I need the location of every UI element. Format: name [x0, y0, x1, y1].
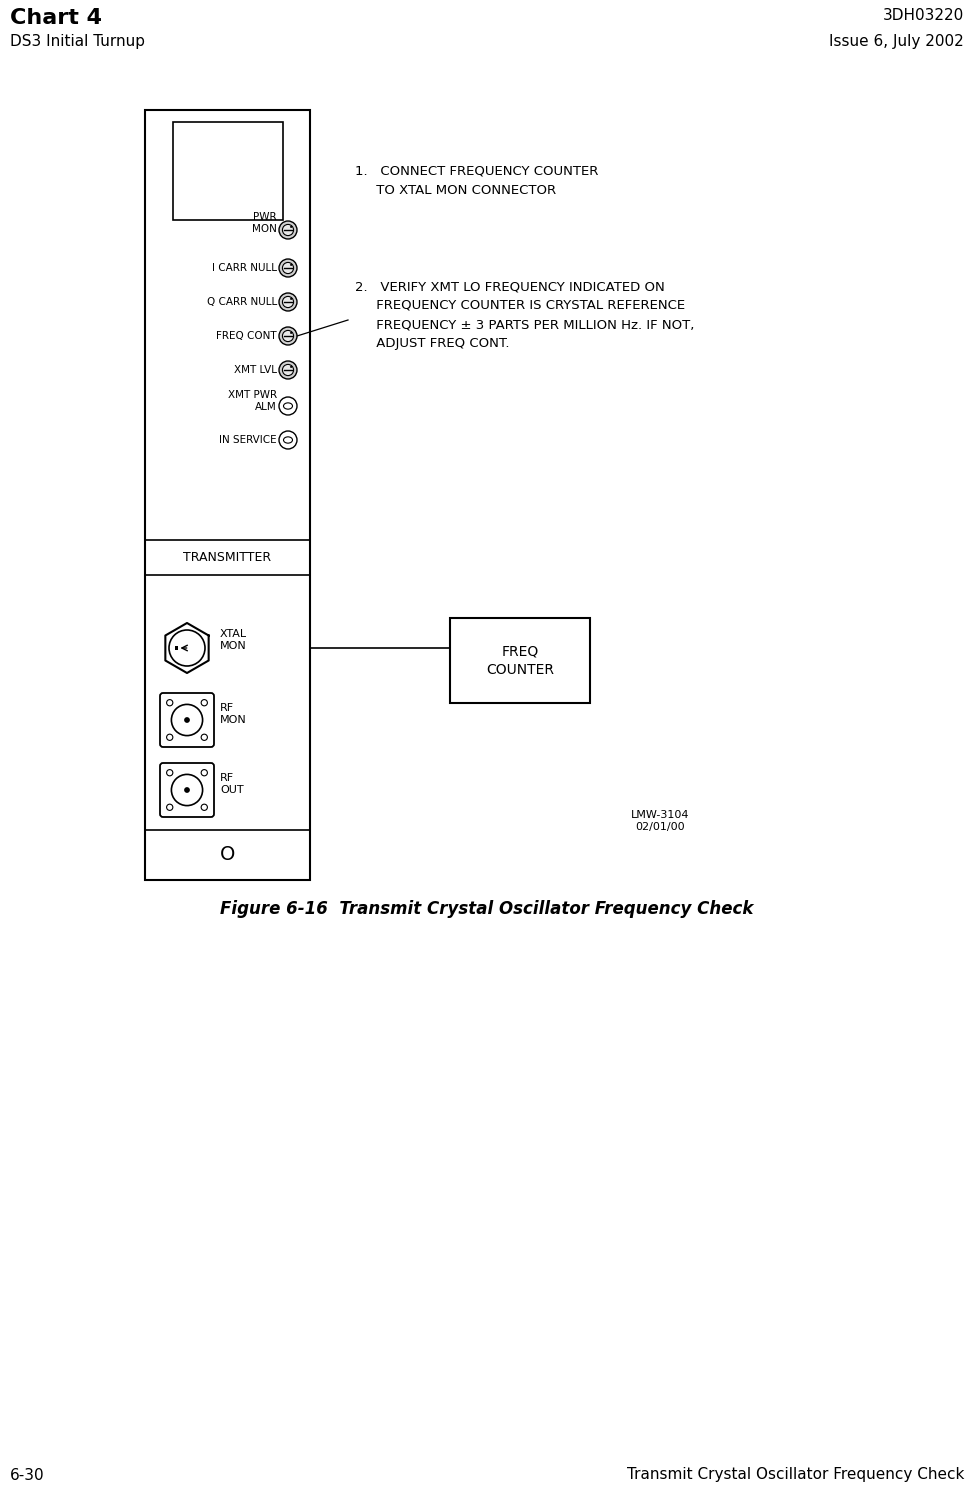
Text: 3DH03220: 3DH03220	[882, 7, 964, 22]
Circle shape	[290, 297, 292, 300]
Text: 2.   VERIFY XMT LO FREQUENCY INDICATED ON
     FREQUENCY COUNTER IS CRYSTAL REFE: 2. VERIFY XMT LO FREQUENCY INDICATED ON …	[355, 281, 694, 349]
Bar	[175, 646, 178, 649]
Text: IN SERVICE: IN SERVICE	[219, 434, 277, 445]
Text: XMT PWR
ALM: XMT PWR ALM	[228, 390, 277, 412]
Circle shape	[282, 263, 293, 273]
Text: XTAL
MON: XTAL MON	[220, 629, 247, 651]
Polygon shape	[166, 623, 208, 673]
Circle shape	[282, 224, 293, 236]
Circle shape	[202, 735, 207, 741]
FancyBboxPatch shape	[160, 693, 214, 746]
Circle shape	[167, 700, 172, 706]
Circle shape	[282, 330, 293, 342]
Text: 1.   CONNECT FREQUENCY COUNTER
     TO XTAL MON CONNECTOR: 1. CONNECT FREQUENCY COUNTER TO XTAL MON…	[355, 166, 598, 197]
Text: DS3 Initial Turnup: DS3 Initial Turnup	[10, 34, 145, 49]
Text: RF
OUT: RF OUT	[220, 773, 244, 796]
Circle shape	[290, 331, 292, 334]
Circle shape	[279, 293, 297, 311]
Text: XMT LVL: XMT LVL	[234, 364, 277, 375]
Text: O: O	[220, 845, 235, 864]
Circle shape	[171, 705, 203, 736]
Circle shape	[202, 700, 207, 706]
Text: Transmit Crystal Oscillator Frequency Check: Transmit Crystal Oscillator Frequency Ch…	[626, 1468, 964, 1483]
Text: FREQ CONT: FREQ CONT	[216, 331, 277, 340]
Text: FREQ
COUNTER: FREQ COUNTER	[486, 645, 554, 676]
Text: 6-30: 6-30	[10, 1468, 45, 1483]
Text: PWR
MON: PWR MON	[252, 212, 277, 234]
Circle shape	[279, 431, 297, 449]
Circle shape	[279, 361, 297, 379]
Bar	[450, 618, 590, 703]
Text: Figure 6-16  Transmit Crystal Oscillator Frequency Check: Figure 6-16 Transmit Crystal Oscillator …	[220, 900, 754, 918]
Bar	[145, 110, 310, 879]
Circle shape	[282, 364, 293, 376]
Circle shape	[279, 221, 297, 239]
Circle shape	[279, 327, 297, 345]
Circle shape	[279, 258, 297, 278]
Text: I CARR NULL: I CARR NULL	[212, 263, 277, 273]
FancyBboxPatch shape	[160, 763, 214, 817]
Circle shape	[202, 805, 207, 811]
Text: TRANSMITTER: TRANSMITTER	[183, 551, 272, 564]
Text: Issue 6, July 2002: Issue 6, July 2002	[829, 34, 964, 49]
Circle shape	[184, 717, 190, 723]
Circle shape	[167, 805, 172, 811]
Text: Chart 4: Chart 4	[10, 7, 102, 28]
Circle shape	[290, 264, 292, 266]
Circle shape	[167, 735, 172, 741]
Circle shape	[167, 769, 172, 776]
Text: RF
MON: RF MON	[220, 703, 246, 726]
Circle shape	[282, 297, 293, 308]
Circle shape	[279, 397, 297, 415]
Circle shape	[184, 787, 190, 793]
Circle shape	[171, 775, 203, 806]
Circle shape	[290, 366, 292, 367]
Circle shape	[202, 769, 207, 776]
Circle shape	[290, 225, 292, 228]
Text: Q CARR NULL: Q CARR NULL	[206, 297, 277, 308]
Bar	[173, 122, 283, 219]
Text: LMW-3104
02/01/00: LMW-3104 02/01/00	[631, 811, 690, 833]
Circle shape	[169, 630, 205, 666]
